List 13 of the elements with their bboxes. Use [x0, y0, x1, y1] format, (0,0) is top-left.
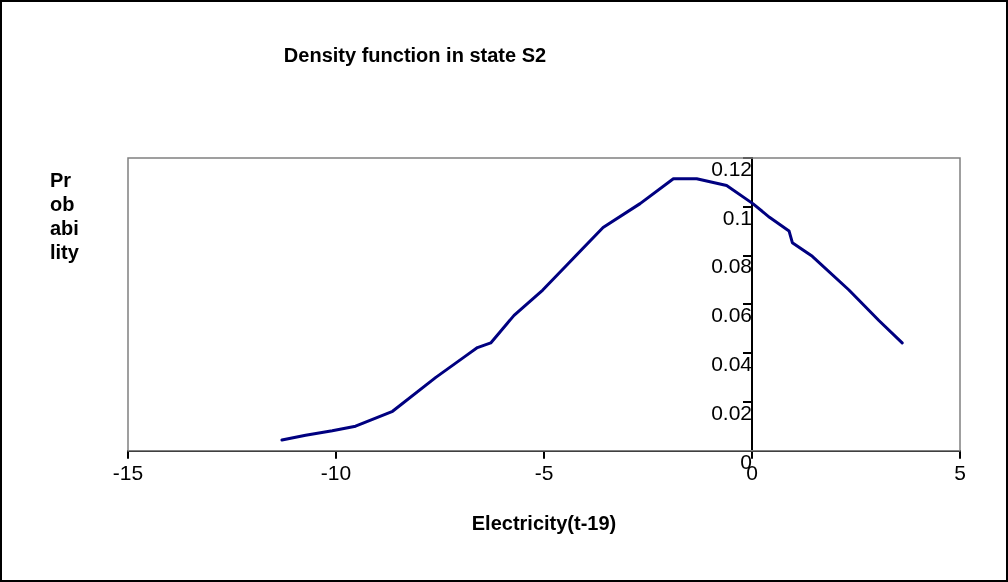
- y-tick-label: 0.08: [711, 254, 752, 278]
- x-tick-label: -5: [534, 461, 554, 485]
- x-tick-label: 5: [954, 461, 966, 485]
- y-tick-label: 0.12: [711, 156, 752, 180]
- y-tick-label: 0.04: [711, 352, 753, 375]
- x-tick-label: -10: [320, 461, 352, 485]
- chart-title: Density function in state S2: [282, 44, 548, 67]
- y-axis-title: Probability: [50, 168, 80, 264]
- y-tick-label: 0.02: [711, 400, 752, 424]
- x-axis-title: Electricity(t-19): [470, 512, 618, 535]
- y-tick-label: 0.06: [711, 303, 752, 327]
- x-tick-label: -15: [112, 461, 144, 485]
- y-tick-label: 0.1: [722, 205, 752, 229]
